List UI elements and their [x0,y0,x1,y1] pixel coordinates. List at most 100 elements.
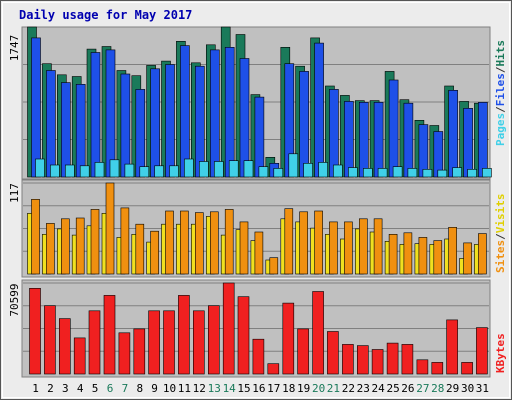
day-label: 31 [476,382,489,395]
hits-panel-legend: Pages/Files/Hits [494,40,507,146]
day-label: 6 [107,382,114,395]
bar-files-day-13 [210,49,220,178]
bar-pages-day-13 [214,161,224,178]
bar-pages-day-10 [169,165,179,178]
bar-kbytes-day-7 [118,332,131,375]
visits-ymax-label: 117 [8,183,21,203]
bar-pages-day-11 [184,158,194,178]
bar-files-day-10 [165,64,175,178]
bar-kbytes-day-27 [416,359,429,375]
bar-files-day-11 [180,45,190,178]
day-label: 1 [32,382,39,395]
bar-sites-day-4 [75,217,85,275]
legend-visits: Visits [494,194,507,234]
bar-files-day-25 [388,79,399,178]
bar-sites-day-24 [373,218,383,275]
bar-pages-day-29 [452,167,462,178]
bar-files-day-31 [478,102,488,178]
day-label: 10 [163,382,176,395]
day-label: 2 [47,382,54,395]
bar-files-day-14 [224,46,235,178]
bar-sites-day-31 [478,233,487,275]
visits-panel-legend: Sites/Visits [494,194,507,274]
bar-kbytes-day-18 [282,302,295,375]
bar-pages-day-15 [243,160,254,178]
day-labels: 1 2 3 4 5 6 7 8 9 10 11 12 13 14 15 16 17 18 19 20 21 22 23 24 2… [32,382,489,395]
bar-kbytes-day-31 [476,327,488,375]
bar-pages-day-27 [422,169,433,178]
bar-sites-day-29 [448,227,457,275]
bar-files-day-21 [329,89,339,178]
bar-pages-day-2 [50,164,60,178]
bar-sites-day-6 [105,182,115,275]
bar-kbytes-day-8 [133,328,146,375]
bar-kbytes-day-17 [267,363,280,375]
bar-files-day-4 [75,84,86,178]
day-label: 14 [223,382,237,395]
day-label: 25 [386,382,399,395]
bar-pages-day-19 [303,163,313,178]
bar-pages-day-3 [65,164,75,178]
bar-pages-day-16 [258,166,269,178]
bar-files-day-6 [105,49,116,178]
bar-files-day-2 [46,70,56,178]
bar-sites-day-25 [388,234,398,275]
bar-sites-day-9 [150,230,159,275]
bar-pages-day-12 [199,161,209,178]
bar-files-day-19 [299,71,309,178]
bar-pages-day-8 [139,166,150,178]
day-label: 16 [252,382,265,395]
legend-hits: Hits [494,40,507,67]
day-label: 30 [461,382,474,395]
hits-ymax-label: 1747 [8,35,21,62]
bar-kbytes-day-15 [237,296,250,375]
bar-files-day-16 [254,96,265,178]
bar-sites-day-5 [90,209,100,275]
bar-pages-day-31 [482,168,492,178]
day-label: 15 [237,382,250,395]
day-label: 8 [136,382,143,395]
day-label: 21 [327,382,340,395]
day-label: 5 [92,382,99,395]
day-label: 17 [267,382,280,395]
bar-sites-day-23 [358,218,368,275]
bar-pages-day-22 [348,167,358,178]
bar-kbytes-day-26 [401,344,414,375]
day-label: 12 [193,382,206,395]
bar-sites-day-8 [135,223,145,275]
bar-kbytes-day-2 [44,305,56,375]
bar-kbytes-day-23 [356,345,369,375]
bar-pages-day-17 [273,168,284,178]
day-label: 22 [342,382,355,395]
bar-sites-day-20 [314,210,323,275]
bar-sites-day-7 [120,207,130,275]
day-label: 29 [446,382,459,395]
day-label: 20 [312,382,325,395]
bar-sites-day-3 [60,218,70,275]
bar-files-day-8 [135,89,146,178]
bar-kbytes-day-11 [178,295,190,375]
kbytes-ymax-label: 70599 [8,283,21,316]
day-label: 4 [77,382,84,395]
day-label: 24 [371,382,385,395]
bar-files-day-9 [150,68,160,178]
bar-sites-day-17 [269,257,279,275]
bar-kbytes-day-13 [208,305,220,375]
bar-sites-day-18 [284,208,294,275]
bar-pages-day-7 [124,163,135,178]
bar-sites-day-21 [329,221,338,275]
bar-pages-day-9 [154,165,164,178]
bar-files-day-26 [403,102,414,178]
bar-sites-day-28 [433,240,443,275]
bar-kbytes-day-25 [386,342,399,375]
bar-files-day-15 [239,58,250,178]
day-label: 13 [208,382,221,395]
bar-sites-day-26 [403,232,413,275]
bar-files-day-22 [344,101,354,178]
bar-kbytes-day-4 [73,337,86,375]
bar-sites-day-19 [299,211,308,275]
bar-pages-day-6 [109,159,120,178]
bar-sites-day-1 [31,199,40,275]
day-label: 26 [401,382,414,395]
